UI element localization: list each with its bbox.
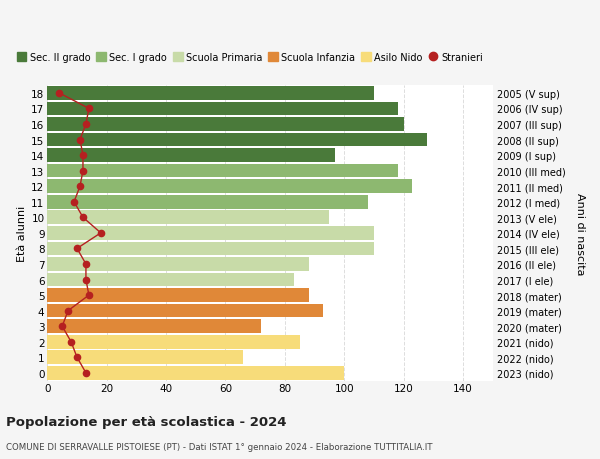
Bar bbox=[47, 304, 323, 318]
Text: COMUNE DI SERRAVALLE PISTOIESE (PT) - Dati ISTAT 1° gennaio 2024 - Elaborazione : COMUNE DI SERRAVALLE PISTOIESE (PT) - Da… bbox=[6, 442, 433, 451]
Bar bbox=[47, 335, 299, 349]
Bar bbox=[47, 242, 374, 256]
Bar bbox=[47, 196, 368, 209]
Bar bbox=[47, 366, 344, 380]
Legend: Sec. II grado, Sec. I grado, Scuola Primaria, Scuola Infanzia, Asilo Nido, Stran: Sec. II grado, Sec. I grado, Scuola Prim… bbox=[17, 52, 484, 62]
Bar bbox=[47, 319, 261, 333]
Bar bbox=[47, 180, 412, 194]
Bar bbox=[47, 164, 398, 178]
Bar bbox=[47, 226, 374, 240]
Bar bbox=[47, 102, 398, 116]
Bar bbox=[47, 289, 308, 302]
Bar bbox=[47, 149, 335, 162]
Text: Popolazione per età scolastica - 2024: Popolazione per età scolastica - 2024 bbox=[6, 415, 287, 428]
Bar bbox=[47, 273, 294, 287]
Y-axis label: Età alunni: Età alunni bbox=[17, 205, 27, 262]
Bar bbox=[47, 351, 243, 364]
Bar bbox=[47, 118, 404, 132]
Bar bbox=[47, 211, 329, 224]
Y-axis label: Anni di nascita: Anni di nascita bbox=[575, 192, 585, 274]
Bar bbox=[47, 87, 374, 101]
Bar bbox=[47, 257, 308, 271]
Bar bbox=[47, 134, 427, 147]
